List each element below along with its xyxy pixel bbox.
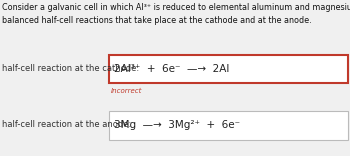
FancyBboxPatch shape bbox=[108, 55, 348, 83]
Text: balanced half-cell reactions that take place at the cathode and at the anode.: balanced half-cell reactions that take p… bbox=[2, 16, 312, 25]
Text: Consider a galvanic cell in which Al³⁺ is reduced to elemental aluminum and magn: Consider a galvanic cell in which Al³⁺ i… bbox=[2, 3, 350, 12]
Text: half-cell reaction at the anode:: half-cell reaction at the anode: bbox=[2, 120, 131, 129]
Text: 2Al³⁺  +  6e⁻  —→  2Al: 2Al³⁺ + 6e⁻ —→ 2Al bbox=[114, 64, 229, 74]
FancyBboxPatch shape bbox=[108, 111, 348, 140]
Text: Incorrect: Incorrect bbox=[111, 88, 143, 94]
Text: half-cell reaction at the cathode:: half-cell reaction at the cathode: bbox=[2, 64, 139, 73]
Text: 3Mg  —→  3Mg²⁺  +  6e⁻: 3Mg —→ 3Mg²⁺ + 6e⁻ bbox=[114, 120, 240, 130]
